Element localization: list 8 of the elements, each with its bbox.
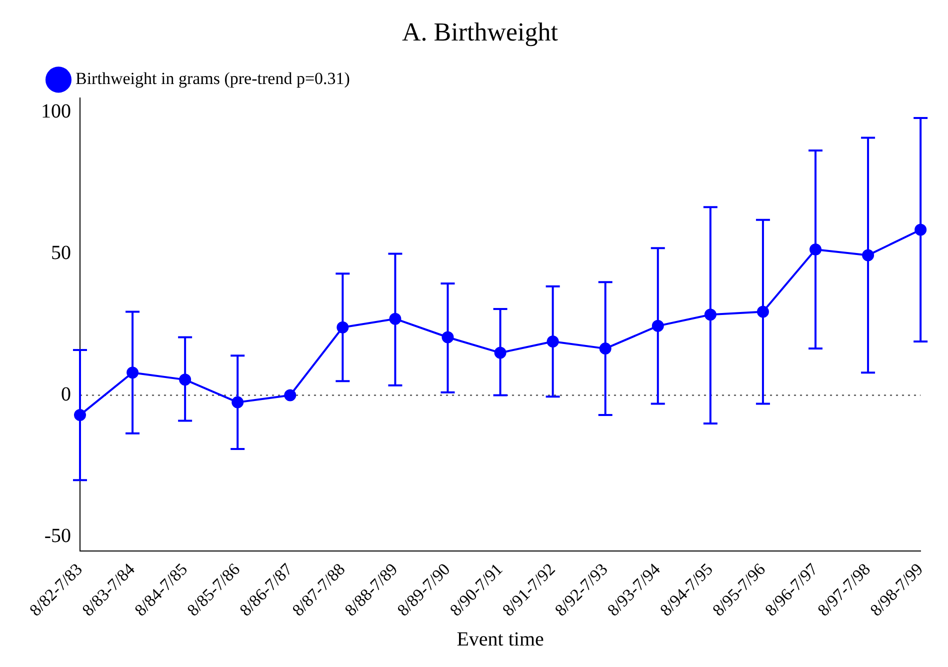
y-tick-label: 100 <box>41 100 71 123</box>
legend-label: Birthweight in grams (pre-trend p=0.31) <box>76 69 350 88</box>
point <box>284 389 296 402</box>
y-tick-label: 50 <box>51 242 71 264</box>
chart-title: A. Birthweight <box>402 17 559 46</box>
y-tick-label: -50 <box>44 524 71 547</box>
x-axis-title: Event time <box>456 628 544 650</box>
y-tick-label: 0 <box>61 383 71 406</box>
